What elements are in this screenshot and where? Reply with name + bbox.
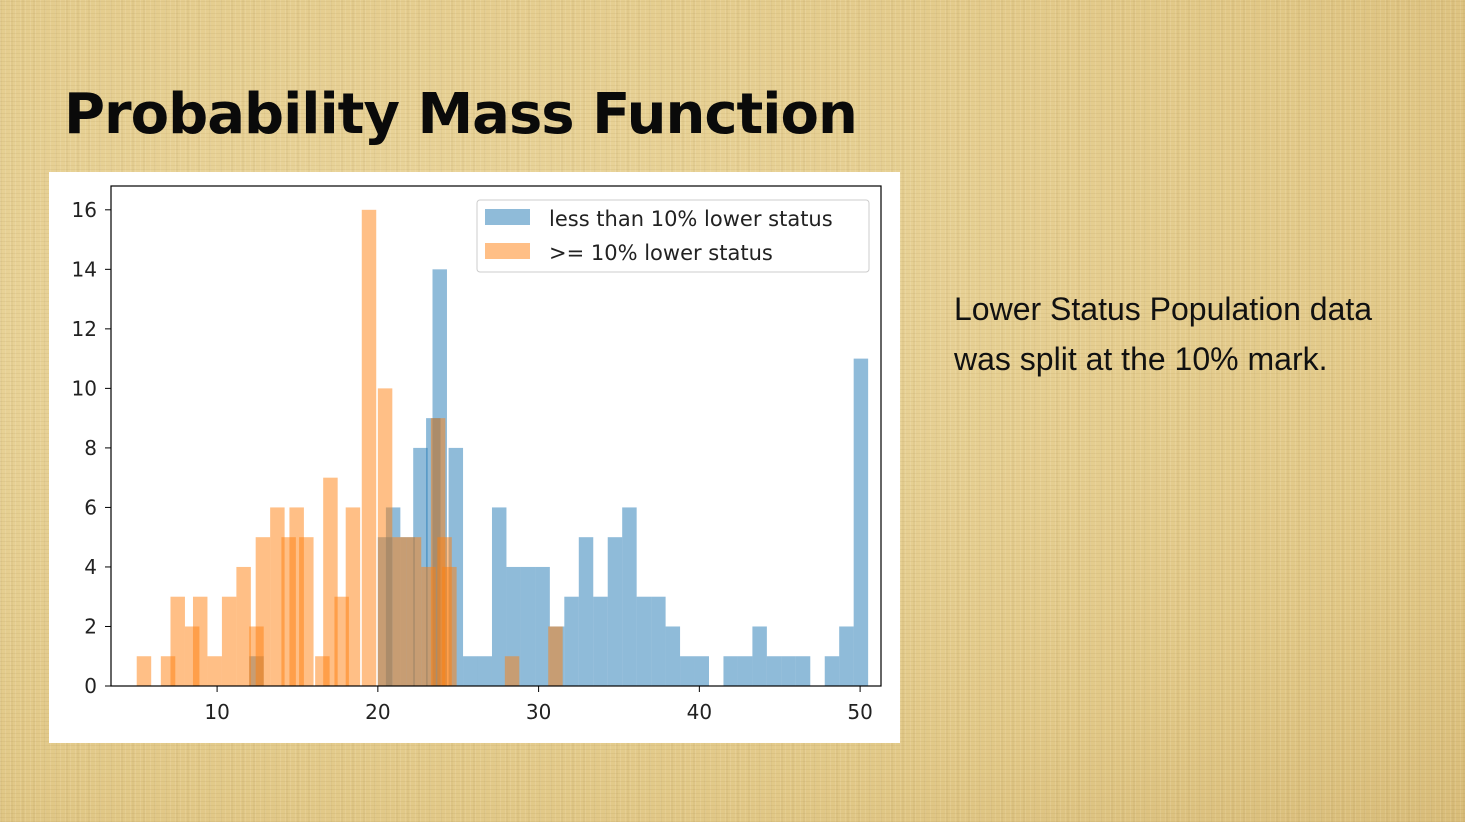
bar-series-1-bin-26 (504, 656, 520, 686)
bar-series-0-bin-24 (694, 656, 709, 686)
bar-series-1-bin-7 (236, 566, 251, 686)
bar-series-0-bin-12 (520, 566, 536, 686)
bar-series-1-bin-21 (406, 537, 422, 686)
y-tick-label-6: 12 (72, 317, 97, 341)
bar-series-0-bin-9 (477, 656, 492, 686)
legend-swatch-blue (485, 209, 530, 225)
bar-series-1-bin-10 (270, 507, 285, 686)
bar-series-1-bin-17 (345, 507, 361, 686)
bar-series-0-bin-8 (463, 656, 478, 686)
bar-series-1-bin-25 (442, 566, 457, 686)
bar-series-1-bin-15 (323, 477, 338, 686)
plot-frame (110, 185, 882, 687)
bar-series-0-bin-20 (636, 596, 652, 686)
bar-series-0-bin-21 (651, 596, 666, 686)
bar-series-1-bin-0 (136, 656, 152, 686)
bars-layer (136, 209, 869, 686)
bar-series-1-bin-9 (255, 537, 271, 686)
legend-label-blue: less than 10% lower status (549, 207, 833, 231)
bar-series-0-bin-22 (665, 626, 681, 686)
bar-series-0-bin-10 (491, 507, 507, 686)
bar-series-0-bin-33 (853, 358, 869, 686)
bar-series-0-bin-25 (723, 656, 738, 686)
bar-series-0-bin-29 (781, 656, 796, 686)
bar-series-0-bin-30 (795, 656, 811, 686)
bar-series-0-bin-26 (737, 656, 753, 686)
bar-series-1-bin-18 (361, 209, 377, 686)
bar-series-1-bin-20 (392, 537, 407, 686)
bar-series-1-bin-16 (334, 596, 349, 686)
description-text: Lower Status Population data was split a… (954, 291, 1373, 377)
bar-series-0-bin-13 (535, 566, 550, 686)
y-tick-label-5: 10 (72, 376, 97, 400)
legend: less than 10% lower status >= 10% lower … (476, 199, 870, 273)
ticks-layer: 10 20 30 40 50 0 2 4 6 8 10 12 14 16 (72, 198, 873, 724)
bar-series-1-bin-5 (207, 656, 222, 686)
x-tick-label-2: 30 (526, 700, 551, 724)
bar-series-1-bin-27 (548, 626, 563, 686)
bar-series-1-bin-2 (170, 596, 185, 686)
legend-box (476, 199, 870, 273)
chart-panel: 10 20 30 40 50 0 2 4 6 8 10 12 14 16 less than 10% lo… (49, 172, 900, 743)
y-tick-label-0: 0 (84, 674, 97, 698)
y-tick-label-7: 14 (72, 257, 97, 281)
x-tick-label-1: 20 (365, 700, 390, 724)
x-tick-label-0: 10 (204, 700, 229, 724)
x-tick-label-3: 40 (687, 700, 712, 724)
bar-series-0-bin-11 (506, 566, 521, 686)
legend-label-orange: >= 10% lower status (549, 241, 773, 265)
bar-series-0-bin-27 (752, 626, 767, 686)
histogram-chart: 10 20 30 40 50 0 2 4 6 8 10 12 14 16 less than 10% lo… (72, 185, 882, 724)
y-tick-label-2: 4 (84, 555, 97, 579)
bar-series-0-bin-18 (607, 537, 623, 686)
bar-series-1-bin-19 (377, 388, 393, 686)
bar-series-0-bin-15 (564, 596, 579, 686)
bar-series-0-bin-17 (593, 596, 608, 686)
y-tick-label-1: 2 (84, 614, 97, 638)
legend-swatch-orange (485, 243, 530, 259)
y-tick-label-3: 6 (84, 495, 97, 519)
bar-series-1-bin-4 (192, 596, 208, 686)
slide-title: Probability Mass Function (64, 82, 858, 147)
x-tick-label-4: 50 (847, 700, 872, 724)
bar-series-0-bin-32 (839, 626, 854, 686)
y-tick-label-4: 8 (84, 436, 97, 460)
y-tick-label-8: 16 (72, 198, 97, 222)
bar-series-0-bin-19 (622, 507, 637, 686)
bar-series-1-bin-6 (221, 596, 237, 686)
bar-series-0-bin-23 (680, 656, 695, 686)
bar-series-0-bin-31 (824, 656, 840, 686)
bar-series-0-bin-16 (578, 537, 594, 686)
bar-series-1-bin-13 (299, 537, 314, 686)
bar-series-0-bin-28 (766, 656, 782, 686)
